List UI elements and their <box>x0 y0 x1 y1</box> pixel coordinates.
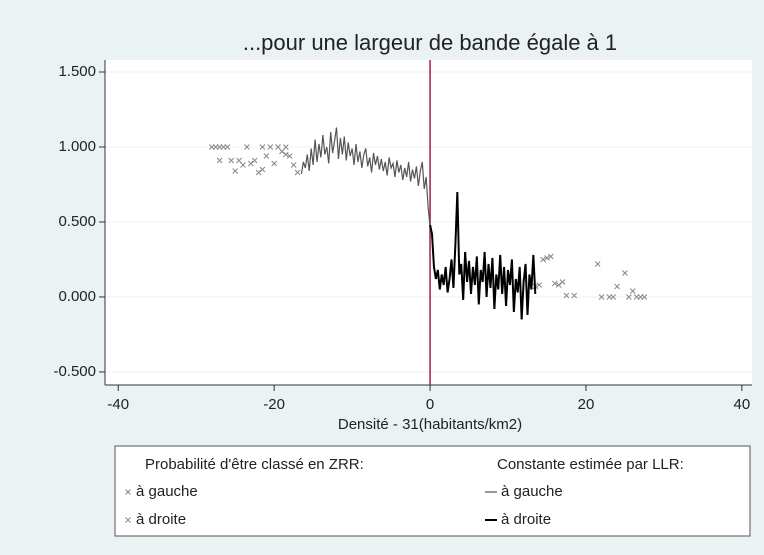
x-tick-label: 40 <box>734 396 751 413</box>
legend-symbol <box>125 517 131 523</box>
scatter-point <box>255 169 262 176</box>
chart-title: ...pour une largeur de bande égale à 1 <box>243 30 617 55</box>
scatter-point <box>536 282 543 288</box>
legend <box>114 445 751 537</box>
scatter-point <box>244 144 250 150</box>
scatter-point <box>275 144 281 150</box>
scatter-point <box>614 283 620 290</box>
line <box>429 191 537 320</box>
x-tick-label: 0 <box>426 396 434 413</box>
scatter-point <box>559 279 566 285</box>
scatter-point <box>544 255 550 261</box>
scatter-point <box>232 168 239 174</box>
scatter-point <box>555 282 562 288</box>
scatter-point <box>594 261 601 267</box>
y-tick-label: -0.500 <box>53 363 96 380</box>
scatter-point <box>610 294 617 300</box>
scatter-point <box>267 144 274 150</box>
scatter-point <box>279 148 285 155</box>
legend-label: à gauche <box>501 483 563 500</box>
x-tick-label: -40 <box>107 396 129 413</box>
legend-label: à droite <box>136 511 186 528</box>
scatter-point <box>294 169 301 176</box>
scatter-point <box>247 160 254 167</box>
scatter-point <box>563 292 570 299</box>
legend-label: à droite <box>501 511 551 528</box>
scatter-point <box>224 144 231 150</box>
scatter-point <box>290 162 297 168</box>
scatter-point <box>548 253 554 260</box>
scatter-point <box>251 157 258 164</box>
scatter-point <box>282 144 289 150</box>
scatter-point <box>282 151 289 158</box>
x-tick-label: -20 <box>263 396 285 413</box>
scatter-point <box>271 160 278 167</box>
y-tick-label: 1.500 <box>58 63 96 80</box>
scatter-point <box>259 166 266 173</box>
y-tick-label: 0.500 <box>58 213 96 230</box>
scatter-point <box>622 270 628 276</box>
scatter-point <box>540 256 546 263</box>
scatter-point <box>551 280 558 287</box>
scatter-point <box>263 153 270 159</box>
scatter-point <box>286 153 293 159</box>
line <box>300 127 431 227</box>
scatter-point <box>598 294 605 300</box>
scatter-point <box>216 157 223 164</box>
scatter-point <box>571 292 578 299</box>
x-axis-label: Densité - 31(habitants/km2) <box>338 416 522 433</box>
scatter-point <box>629 288 636 294</box>
scatter-point <box>641 294 648 300</box>
scatter-point <box>236 157 242 164</box>
scatter-point <box>228 157 235 164</box>
scatter-point <box>259 144 266 150</box>
legend-title: Probabilité d'être classé en ZRR: <box>145 456 364 473</box>
y-tick-label: 0.000 <box>58 288 96 305</box>
y-tick-label: 1.000 <box>58 138 96 155</box>
legend-label: à gauche <box>136 483 198 500</box>
scatter-point <box>625 294 632 300</box>
legend-title: Constante estimée par LLR: <box>497 456 684 473</box>
plot-area <box>105 60 752 385</box>
legend-symbol <box>125 489 131 495</box>
scatter-point <box>240 162 246 168</box>
x-tick-label: 20 <box>578 396 595 413</box>
